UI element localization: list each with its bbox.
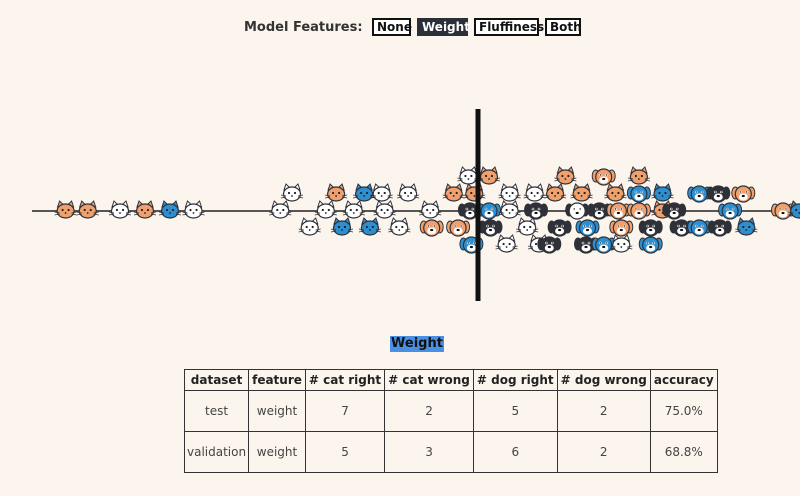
header-cat-right: # cat right — [304, 369, 386, 391]
cell-accuracy: 68.8% — [649, 431, 718, 473]
dog-icon — [626, 202, 651, 220]
cat-icon — [610, 234, 633, 253]
cell-dog-right: 5 — [472, 390, 558, 432]
model-features-toolbar: Model Features: None Weight Fluffiness B… — [0, 18, 800, 38]
dog-icon — [731, 185, 756, 203]
cell-cat-wrong: 2 — [384, 390, 474, 432]
cat-icon — [498, 200, 521, 219]
cat-icon — [342, 200, 365, 219]
cat-icon — [544, 183, 567, 202]
table-row: validation weight 5 3 6 2 68.8% — [183, 431, 718, 473]
cat-icon — [314, 200, 337, 219]
dog-icon — [446, 219, 471, 237]
cat-icon — [788, 200, 800, 219]
dog-icon — [669, 219, 694, 237]
cat-icon — [370, 183, 393, 202]
cat-icon — [269, 200, 292, 219]
dog-icon — [706, 185, 731, 203]
cell-cat-right: 7 — [304, 390, 386, 432]
dog-icon — [609, 219, 634, 237]
dog-icon — [707, 219, 732, 237]
cat-icon — [158, 200, 182, 219]
cat-icon — [330, 217, 354, 236]
dog-icon — [591, 168, 616, 186]
dog-icon — [638, 219, 663, 237]
cat-icon — [516, 217, 539, 236]
model-features-label: Model Features: — [244, 20, 363, 35]
cell-dataset: validation — [183, 431, 250, 473]
cat-icon — [133, 200, 157, 219]
cat-icon — [76, 200, 99, 219]
cat-icon — [358, 217, 381, 236]
section-title: Weight — [390, 336, 444, 352]
dog-icon — [662, 202, 687, 220]
cat-icon — [54, 200, 77, 219]
cat-icon — [495, 234, 518, 253]
cat-icon — [373, 200, 396, 219]
animal-icons — [54, 166, 800, 254]
dog-icon — [718, 202, 743, 220]
dog-icon — [537, 236, 562, 254]
cat-icon — [325, 183, 348, 202]
table-row: test weight 7 2 5 2 75.0% — [183, 390, 718, 432]
header-dog-wrong: # dog wrong — [556, 369, 651, 391]
cell-accuracy: 75.0% — [649, 390, 718, 432]
dog-icon — [606, 202, 631, 220]
cat-icon — [477, 166, 501, 185]
cat-icon — [182, 200, 205, 219]
cat-icon — [388, 217, 411, 236]
header-dataset: dataset — [183, 369, 250, 391]
cell-cat-right: 5 — [304, 431, 386, 473]
cat-icon — [523, 183, 546, 202]
dog-icon — [457, 202, 482, 220]
cat-icon — [298, 217, 321, 236]
header-feature: feature — [248, 369, 306, 391]
cat-icon — [419, 200, 442, 219]
cell-feature: weight — [248, 390, 306, 432]
cell-dog-wrong: 2 — [556, 431, 651, 473]
dog-icon — [565, 202, 590, 220]
cat-icon — [353, 183, 376, 202]
dog-icon — [575, 219, 600, 237]
results-table: dataset feature # cat right # cat wrong … — [183, 369, 718, 473]
cat-icon — [604, 183, 627, 202]
cat-icon — [442, 183, 465, 202]
feature-none-button[interactable]: None — [372, 18, 412, 36]
cell-feature: weight — [248, 431, 306, 473]
dog-icon — [524, 202, 548, 220]
cell-cat-wrong: 3 — [384, 431, 474, 473]
dog-icon — [591, 236, 616, 254]
cat-icon — [498, 183, 521, 202]
cell-dog-wrong: 2 — [556, 390, 651, 432]
cat-icon — [651, 183, 674, 202]
cat-icon — [397, 183, 420, 202]
feature-both-button[interactable]: Both — [545, 18, 582, 36]
table-header-row: dataset feature # cat right # cat wrong … — [183, 369, 718, 391]
cell-dog-right: 6 — [472, 431, 558, 473]
cat-icon — [554, 166, 577, 185]
feature-weight-button[interactable]: Weight — [417, 18, 470, 36]
header-dog-right: # dog right — [472, 369, 558, 391]
dog-icon — [478, 219, 503, 237]
dog-icon — [687, 219, 712, 237]
dog-icon — [638, 236, 663, 254]
cat-icon — [570, 183, 593, 202]
cat-icon — [463, 183, 486, 202]
dog-icon — [477, 202, 501, 220]
header-accuracy: accuracy — [649, 369, 718, 391]
cat-icon — [108, 200, 132, 219]
cat-icon — [627, 166, 650, 185]
header-cat-wrong: # cat wrong — [384, 369, 474, 391]
cat-icon — [735, 217, 758, 236]
feature-fluffiness-button[interactable]: Fluffiness — [474, 18, 544, 36]
dog-icon — [547, 219, 572, 237]
animal-scatter-plot — [32, 109, 800, 301]
cell-dataset: test — [183, 390, 250, 432]
dog-icon — [419, 219, 444, 237]
dog-icon — [626, 185, 651, 203]
cat-icon — [280, 183, 304, 202]
